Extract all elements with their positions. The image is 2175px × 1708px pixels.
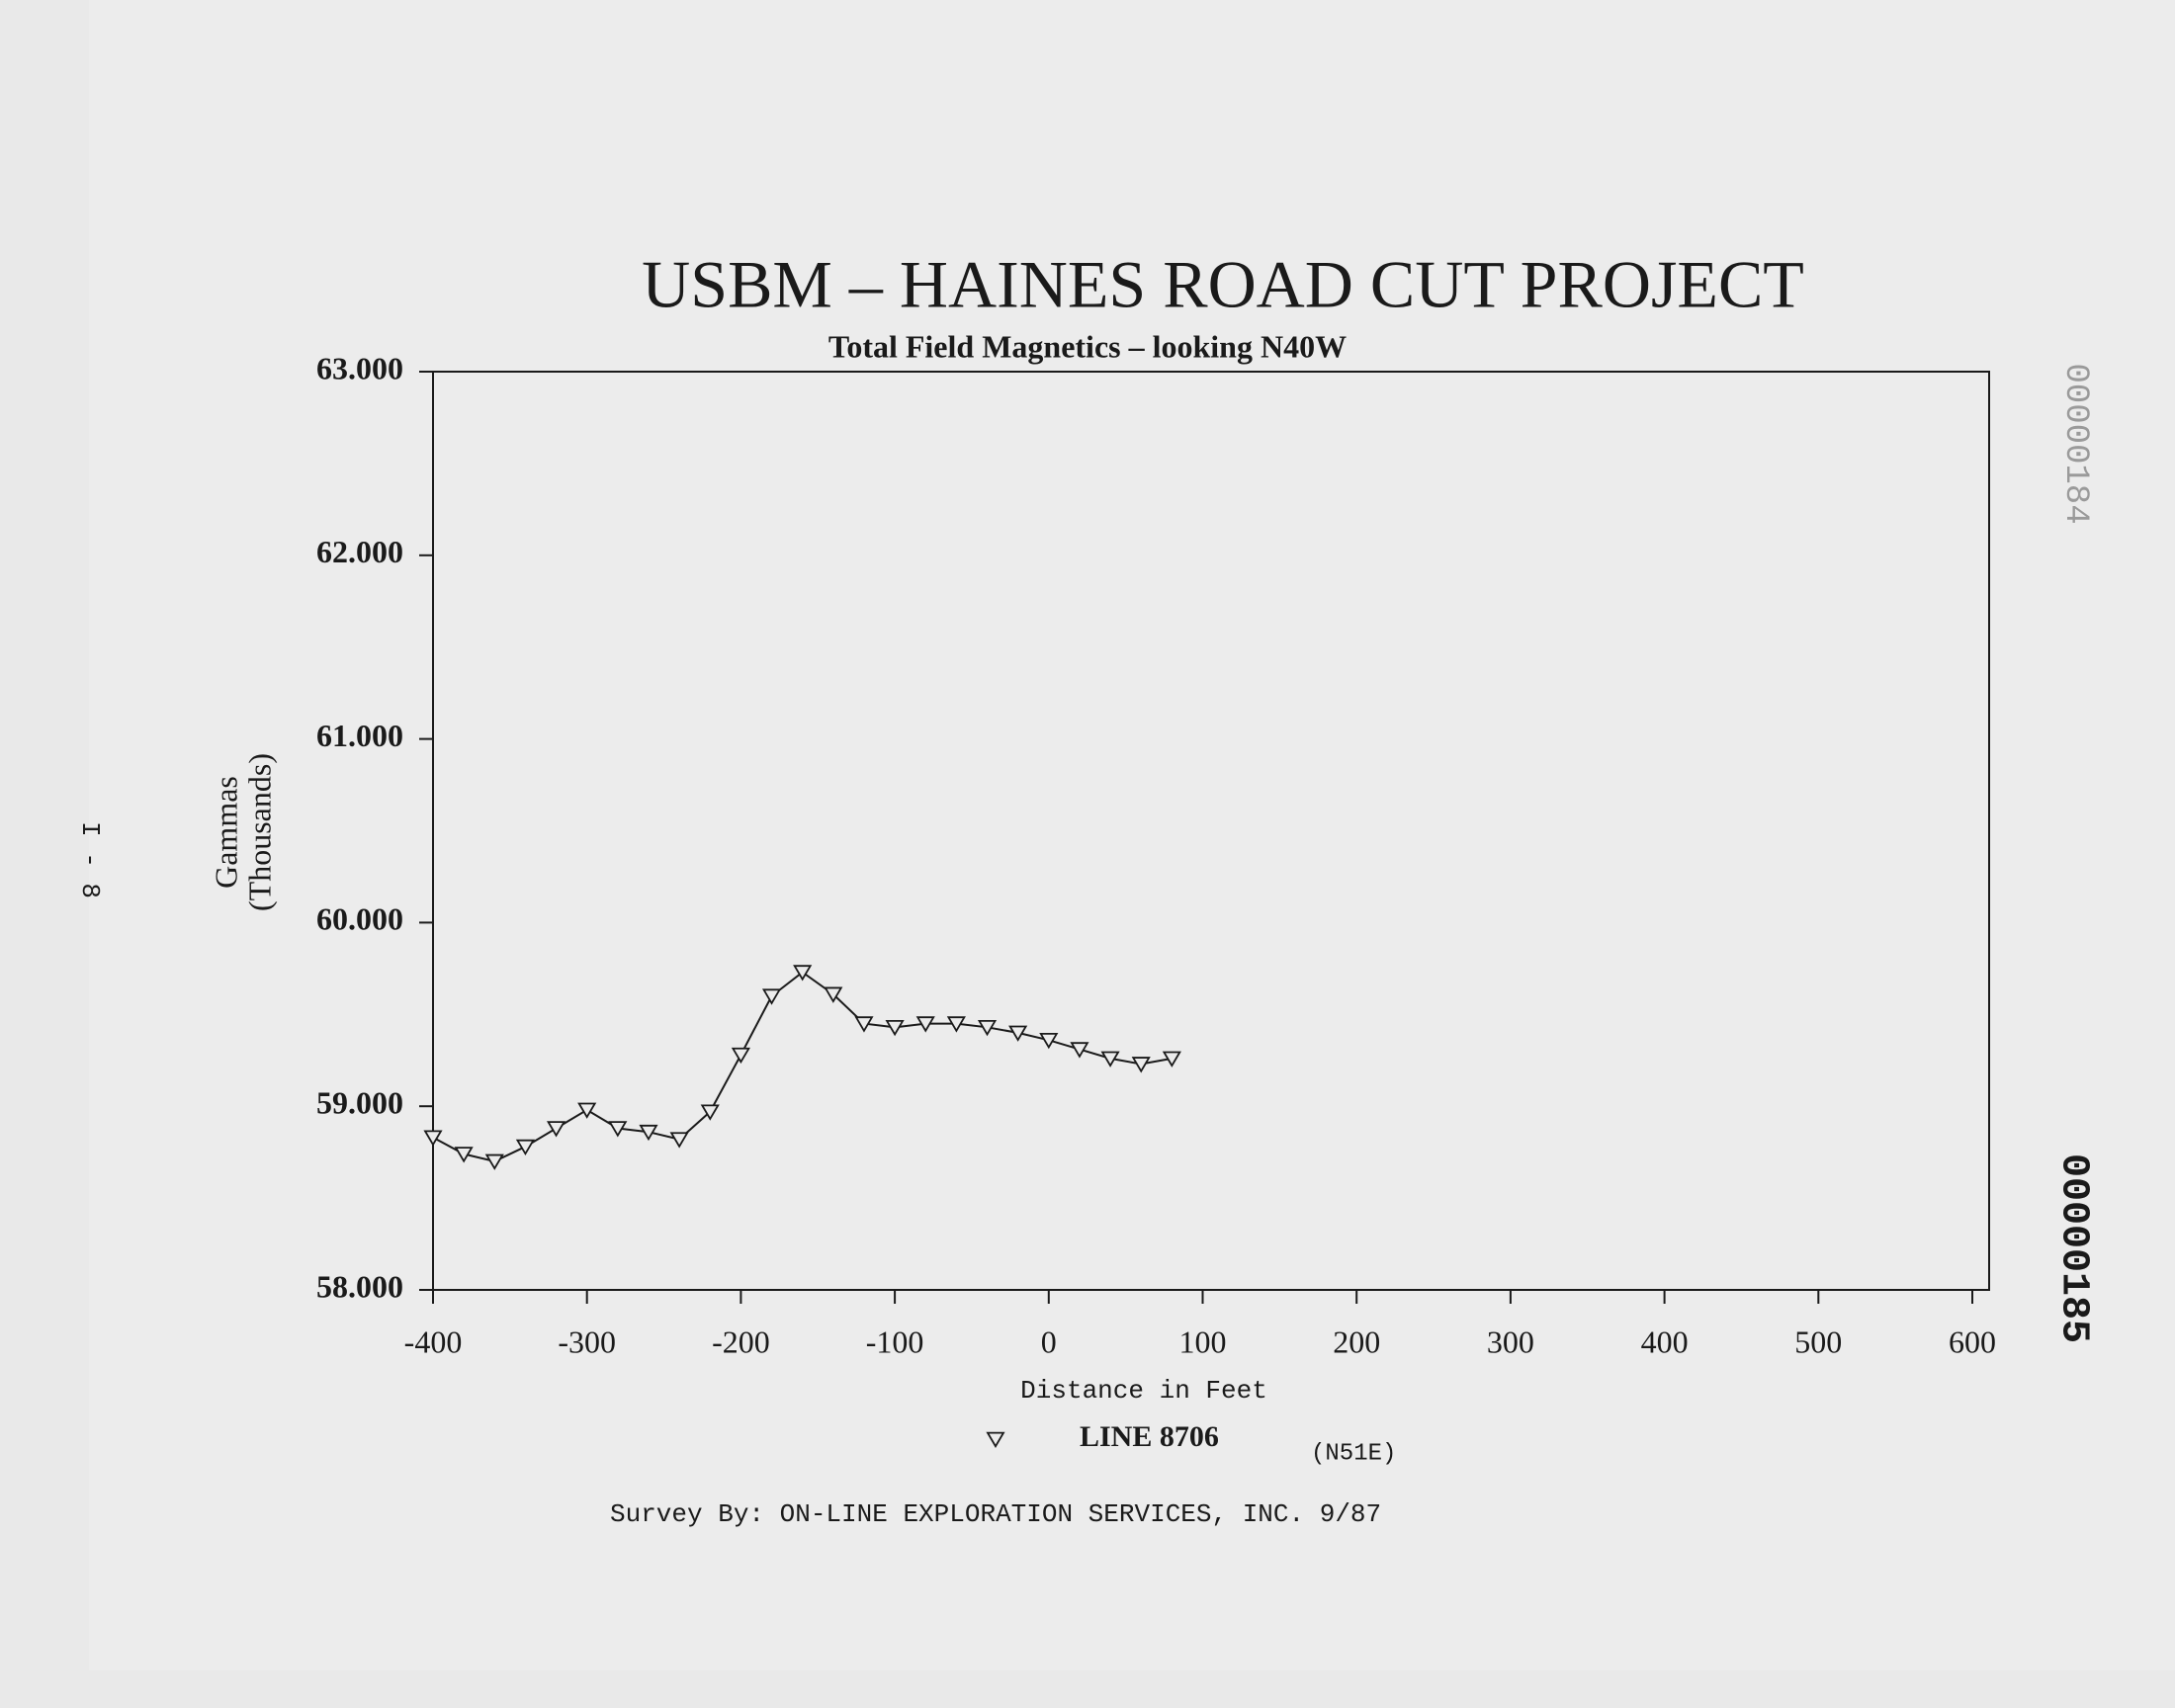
x-tick-label: 100 — [1179, 1324, 1227, 1359]
data-marker — [546, 1121, 566, 1138]
legend-label: LINE 8706 — [1080, 1420, 1219, 1453]
data-marker — [423, 1130, 443, 1147]
data-marker — [608, 1121, 628, 1138]
data-marker — [639, 1124, 658, 1142]
x-axis-label: Distance in Feet — [1020, 1376, 1267, 1406]
data-marker — [484, 1153, 504, 1170]
paper — [89, 0, 2175, 1670]
data-marker — [946, 1016, 966, 1033]
y-tick-label: 61.000 — [316, 718, 403, 753]
data-marker — [915, 1016, 935, 1033]
data-marker — [1131, 1057, 1151, 1073]
plot-frame — [432, 371, 1990, 1291]
x-tick-label: -400 — [404, 1324, 463, 1359]
data-marker — [824, 986, 843, 1003]
x-tick-label: -300 — [558, 1324, 616, 1359]
x-tick-label: 400 — [1641, 1324, 1689, 1359]
x-tick-label: 600 — [1949, 1324, 1996, 1359]
y-tick-label: 60.000 — [316, 901, 403, 937]
y-axis-label-line: Gammas — [208, 776, 243, 889]
data-marker — [1070, 1042, 1089, 1059]
x-tick-label: 0 — [1041, 1324, 1057, 1359]
y-tick-label: 59.000 — [316, 1085, 403, 1121]
x-tick-label: 500 — [1794, 1324, 1842, 1359]
x-tick-label: -100 — [866, 1324, 924, 1359]
data-marker — [577, 1102, 597, 1119]
data-marker — [885, 1020, 905, 1037]
y-axis-label: Gammas (Thousands) — [208, 753, 277, 911]
data-marker — [1039, 1033, 1059, 1050]
legend-marker — [986, 1431, 1005, 1448]
data-marker — [1162, 1051, 1181, 1068]
x-tick-label: 200 — [1333, 1324, 1380, 1359]
y-tick-label: 63.000 — [316, 350, 403, 385]
data-marker — [700, 1104, 720, 1121]
data-marker — [731, 1047, 750, 1065]
data-marker — [454, 1147, 474, 1163]
y-tick-label: 62.000 — [316, 534, 403, 569]
x-tick-label: -200 — [712, 1324, 770, 1359]
footer: Survey By: ON-LINE EXPLORATION SERVICES,… — [610, 1499, 1381, 1529]
page-mark: I - 8 — [75, 821, 105, 898]
y-tick-label: 58.000 — [316, 1268, 403, 1304]
data-marker — [854, 1016, 874, 1033]
page-mark: 00000185 — [2050, 1153, 2095, 1343]
chart-title: USBM – HAINES ROAD CUT PROJECT — [642, 247, 1804, 322]
data-marker — [761, 988, 782, 1005]
data-marker — [977, 1020, 998, 1037]
data-marker — [793, 965, 813, 982]
data-marker — [1100, 1051, 1120, 1068]
y-axis-label-line: (Thousands) — [241, 753, 277, 911]
chart-subtitle: Total Field Magnetics – looking N40W — [828, 328, 1347, 364]
data-marker — [1008, 1025, 1028, 1042]
legend-note: (N51E) — [1311, 1440, 1396, 1467]
data-marker — [669, 1132, 689, 1149]
page-mark: 00000184 — [2056, 363, 2094, 524]
x-tick-label: 300 — [1487, 1324, 1534, 1359]
data-marker — [515, 1139, 535, 1156]
